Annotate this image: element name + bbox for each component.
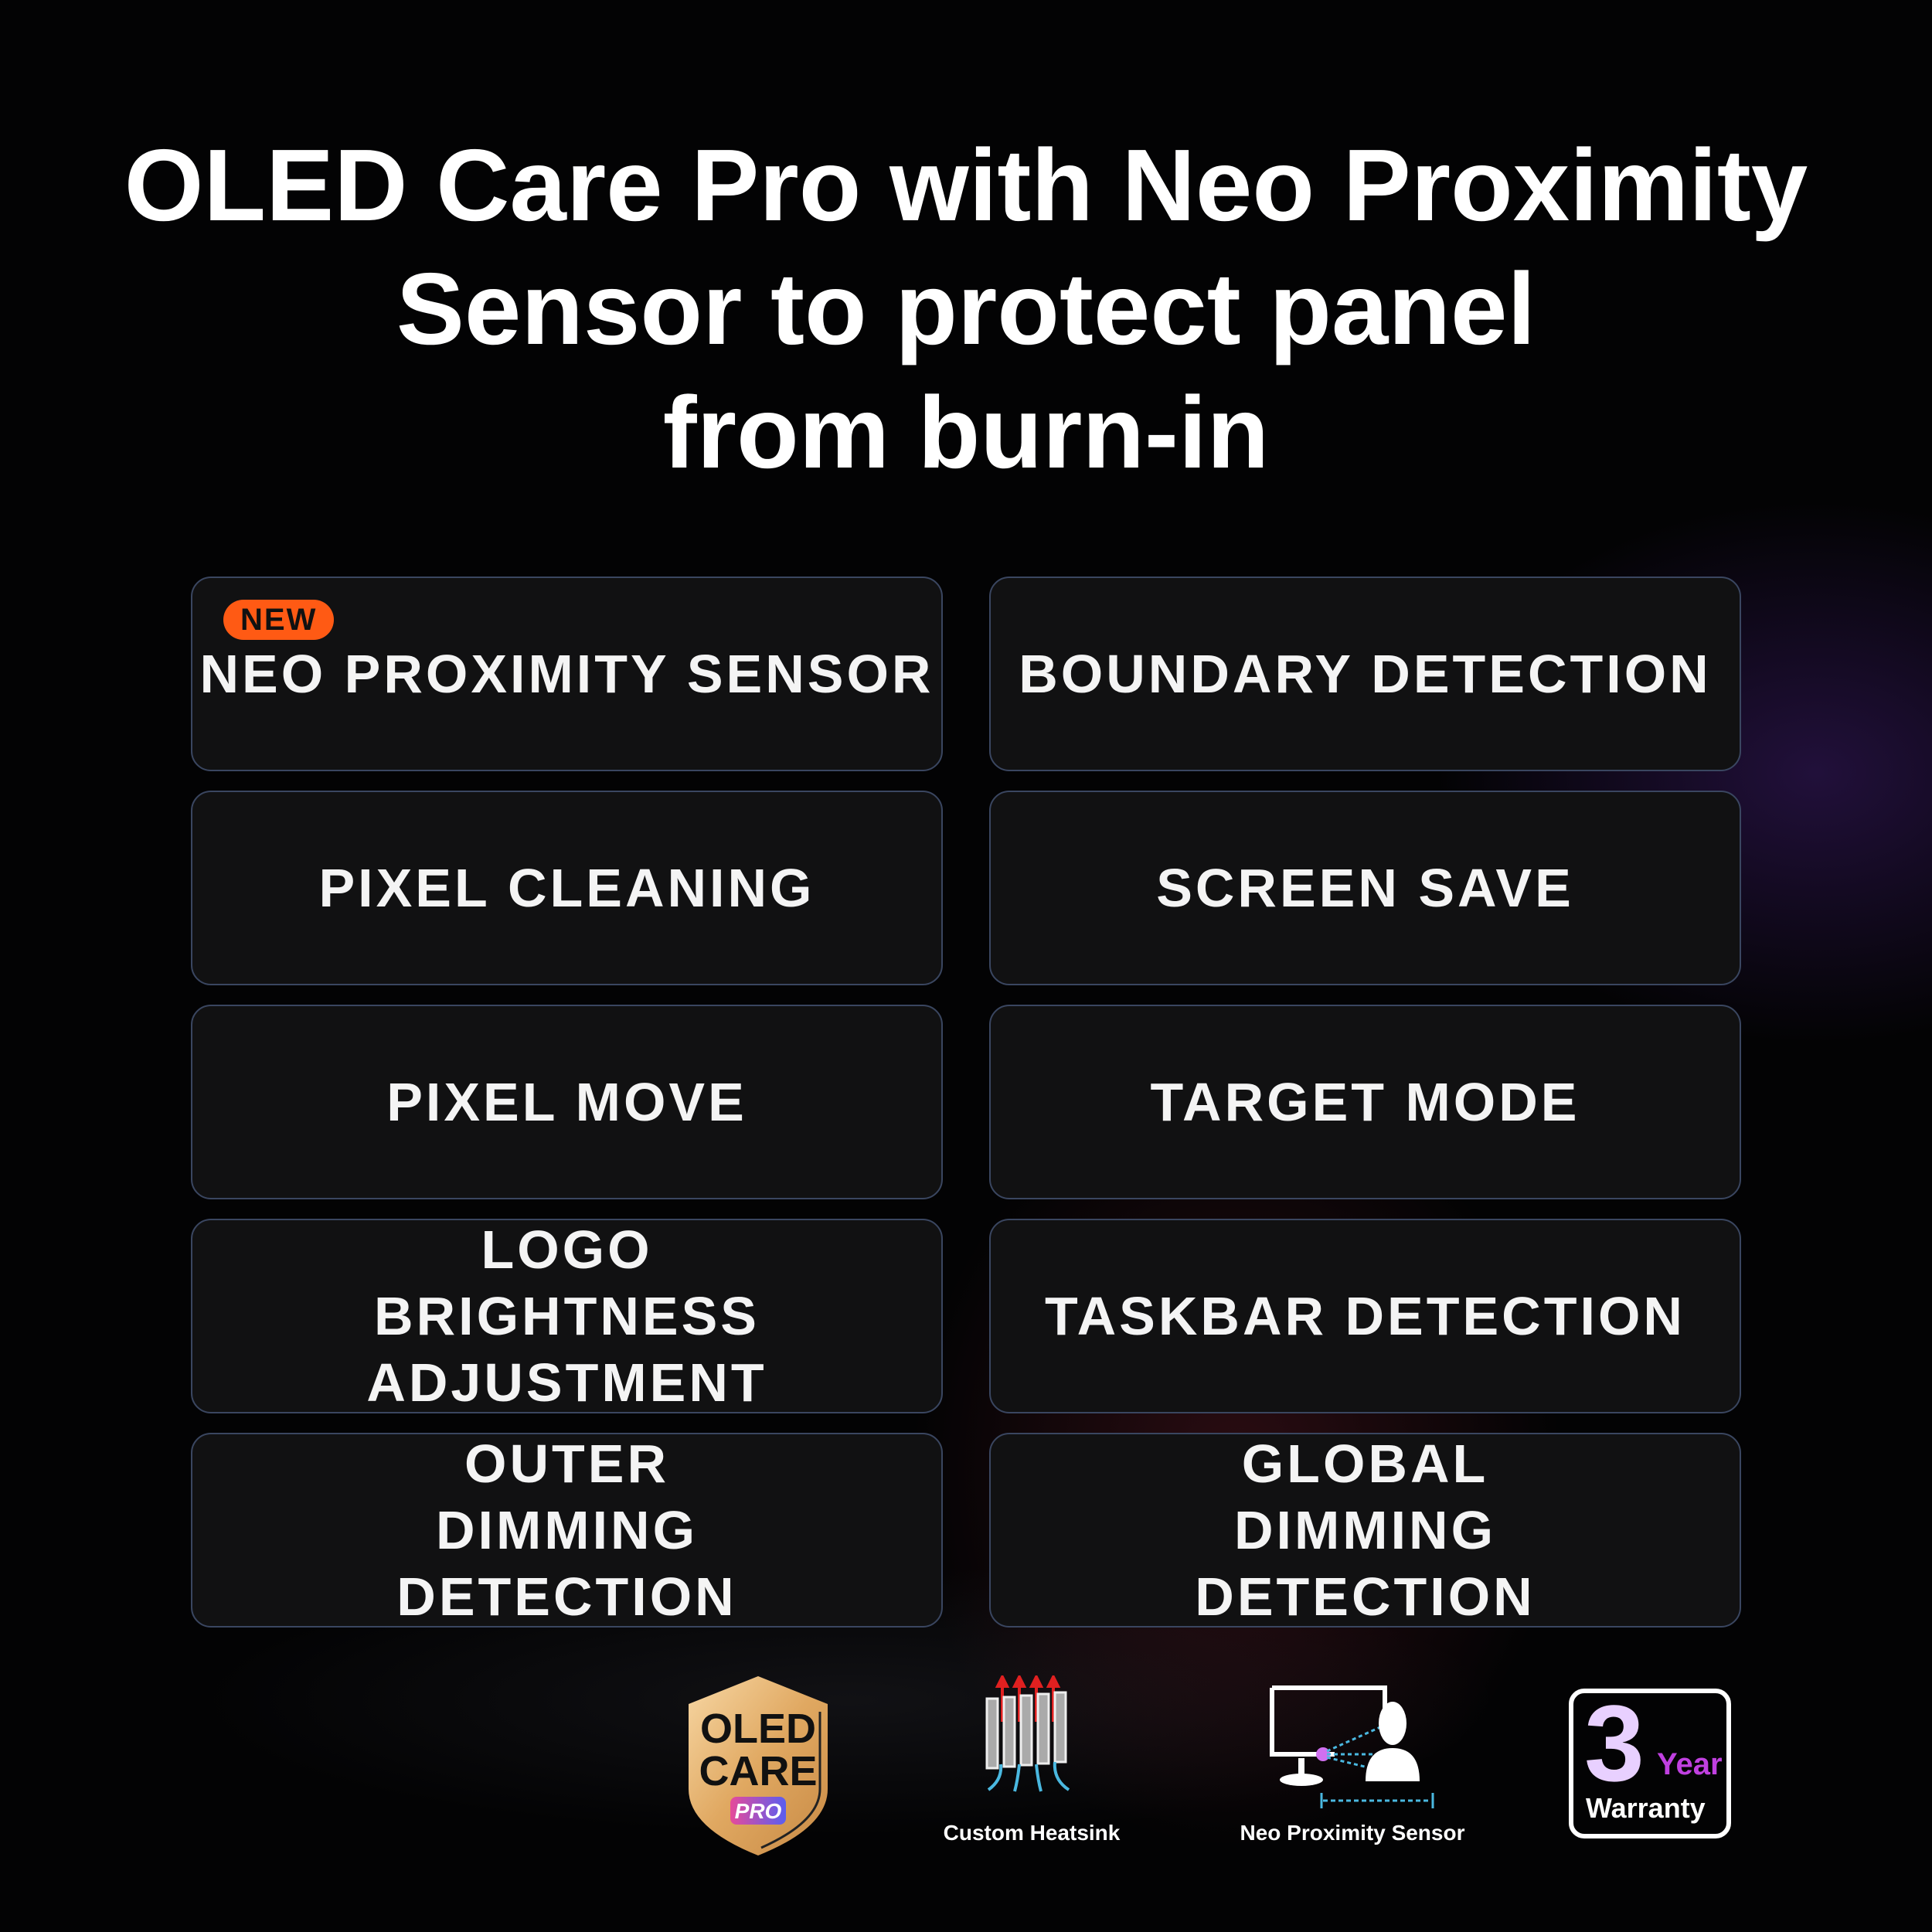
feature-label: SCREEN SAVE <box>1156 858 1574 918</box>
feature-card-global-dimming: GLOBAL DIMMING DETECTION <box>989 1433 1741 1628</box>
proximity-sensor-label: Neo Proximity Sensor <box>1240 1821 1465 1845</box>
feature-card-logo-brightness: LOGO BRIGHTNESS ADJUSTMENT <box>191 1219 943 1413</box>
heatsink-label: Custom Heatsink <box>943 1821 1121 1845</box>
feature-card-boundary-detection: BOUNDARY DETECTION <box>989 577 1741 771</box>
feature-card-pixel-cleaning: PIXEL CLEANING <box>191 791 943 985</box>
warranty-badge: 3 Year Warranty <box>1569 1685 1731 1838</box>
title-line-2: Sensor to protect panel <box>396 252 1536 366</box>
feature-label: GLOBAL DIMMING DETECTION <box>1195 1434 1536 1627</box>
oled-care-pro-shield-icon: OLED CARE PRO <box>684 1673 832 1859</box>
feature-label: LOGO BRIGHTNESS ADJUSTMENT <box>366 1219 767 1413</box>
feature-card-taskbar-detection: TASKBAR DETECTION <box>989 1219 1741 1413</box>
warranty-label: Warranty <box>1586 1792 1706 1824</box>
warranty-unit: Year <box>1657 1747 1723 1781</box>
feature-label: PIXEL MOVE <box>386 1072 747 1132</box>
page-title: OLED Care Pro with Neo Proximity Sensor … <box>0 124 1932 495</box>
shield-text-care: CARE <box>699 1748 817 1794</box>
proximity-sensor-icon <box>1269 1685 1439 1816</box>
feature-label: PIXEL CLEANING <box>318 858 815 918</box>
warranty-number: 3 <box>1584 1682 1645 1804</box>
shield-text-pro: PRO <box>735 1799 782 1823</box>
feature-card-neo-proximity-sensor: NEW NEO PROXIMITY SENSOR <box>191 577 943 771</box>
feature-card-outer-dimming: OUTER DIMMING DETECTION <box>191 1433 943 1628</box>
title-line-1: OLED Care Pro with Neo Proximity <box>124 128 1808 242</box>
feature-card-target-mode: TARGET MODE <box>989 1005 1741 1199</box>
feature-label: OUTER DIMMING DETECTION <box>396 1434 737 1627</box>
shield-text-oled: OLED <box>700 1706 816 1752</box>
title-line-3: from burn-in <box>662 376 1270 489</box>
feature-card-pixel-move: PIXEL MOVE <box>191 1005 943 1199</box>
feature-card-screen-save: SCREEN SAVE <box>989 791 1741 985</box>
feature-label: TASKBAR DETECTION <box>1045 1286 1685 1346</box>
feature-label: BOUNDARY DETECTION <box>1019 644 1712 704</box>
feature-label: NEO PROXIMITY SENSOR <box>199 644 934 704</box>
feature-label: TARGET MODE <box>1150 1072 1580 1132</box>
new-badge: NEW <box>223 600 335 640</box>
heatsink-icon <box>979 1673 1087 1795</box>
